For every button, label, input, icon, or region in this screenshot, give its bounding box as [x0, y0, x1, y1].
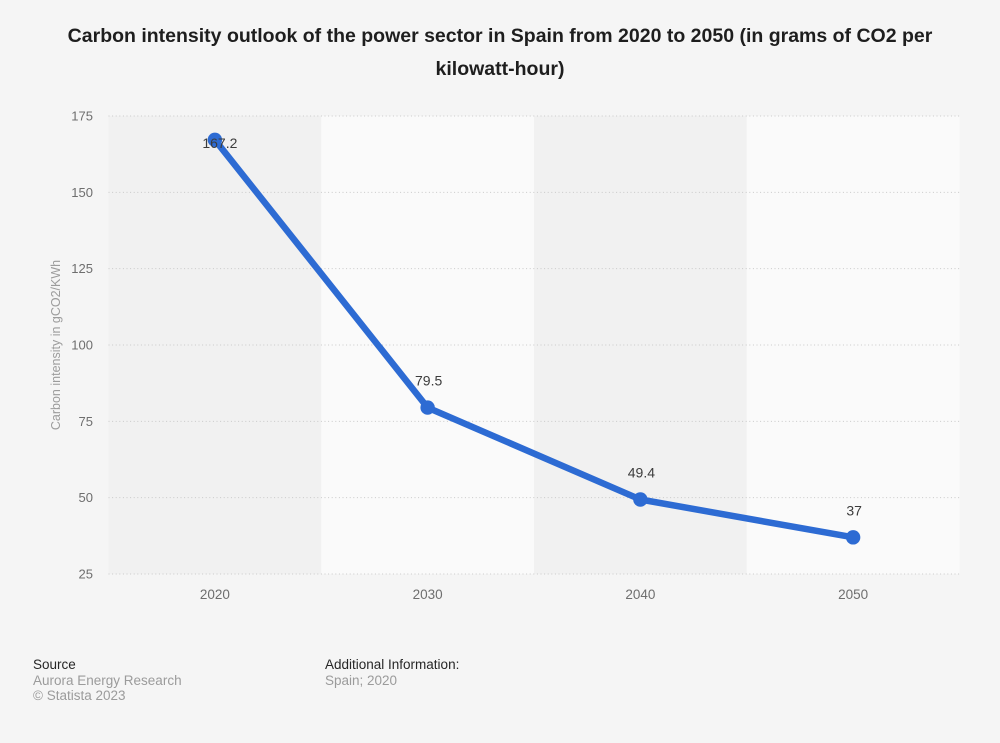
y-tick-label-125: 125: [71, 261, 93, 276]
y-tick-label-100: 100: [71, 338, 93, 353]
y-tick-label-75: 75: [79, 414, 93, 429]
data-label-2030: 79.5: [415, 373, 442, 389]
y-axis-title: Carbon intensity in gCO2/KWh: [49, 260, 63, 430]
carbon-intensity-line-chart: 175 150 125 100 75 50 25 2020 2030 2040 2050 Carbon…: [49, 109, 960, 602]
additional-information-label: Additional Information:: [325, 657, 460, 672]
y-tick-label-25: 25: [79, 567, 93, 582]
y-tick-label-150: 150: [71, 185, 93, 200]
column-band-2030: [321, 116, 534, 574]
x-tick-label-2020: 2020: [200, 587, 230, 602]
y-tick-label-175: 175: [71, 109, 93, 124]
data-point-2020: [207, 132, 223, 148]
series-line: [211, 136, 857, 541]
data-label-2050: 37: [846, 502, 862, 518]
data-label-2040: 49.4: [628, 464, 655, 480]
source-value: Aurora Energy Research: [33, 672, 182, 688]
x-tick-label-2050: 2050: [838, 587, 868, 602]
chart-title: Carbon intensity outlook of the power se…: [67, 25, 933, 80]
y-tick-label-50: 50: [79, 490, 93, 505]
x-tick-label-2030: 2030: [413, 587, 443, 602]
data-point-2030: [420, 400, 435, 415]
copyright-notice: © Statista 2023: [33, 688, 126, 703]
data-label-2020: 167.2: [202, 135, 237, 151]
x-tick-label-2040: 2040: [625, 587, 655, 602]
source-block: Source Aurora Energy Research © Statista…: [33, 657, 182, 704]
data-point-2050: [845, 530, 861, 545]
data-point-2040: [633, 492, 648, 507]
additional-information-value: Spain; 2020: [325, 672, 398, 688]
source-label: Source: [33, 657, 76, 672]
additional-information-block: Additional Information: Spain; 2020: [325, 657, 459, 688]
